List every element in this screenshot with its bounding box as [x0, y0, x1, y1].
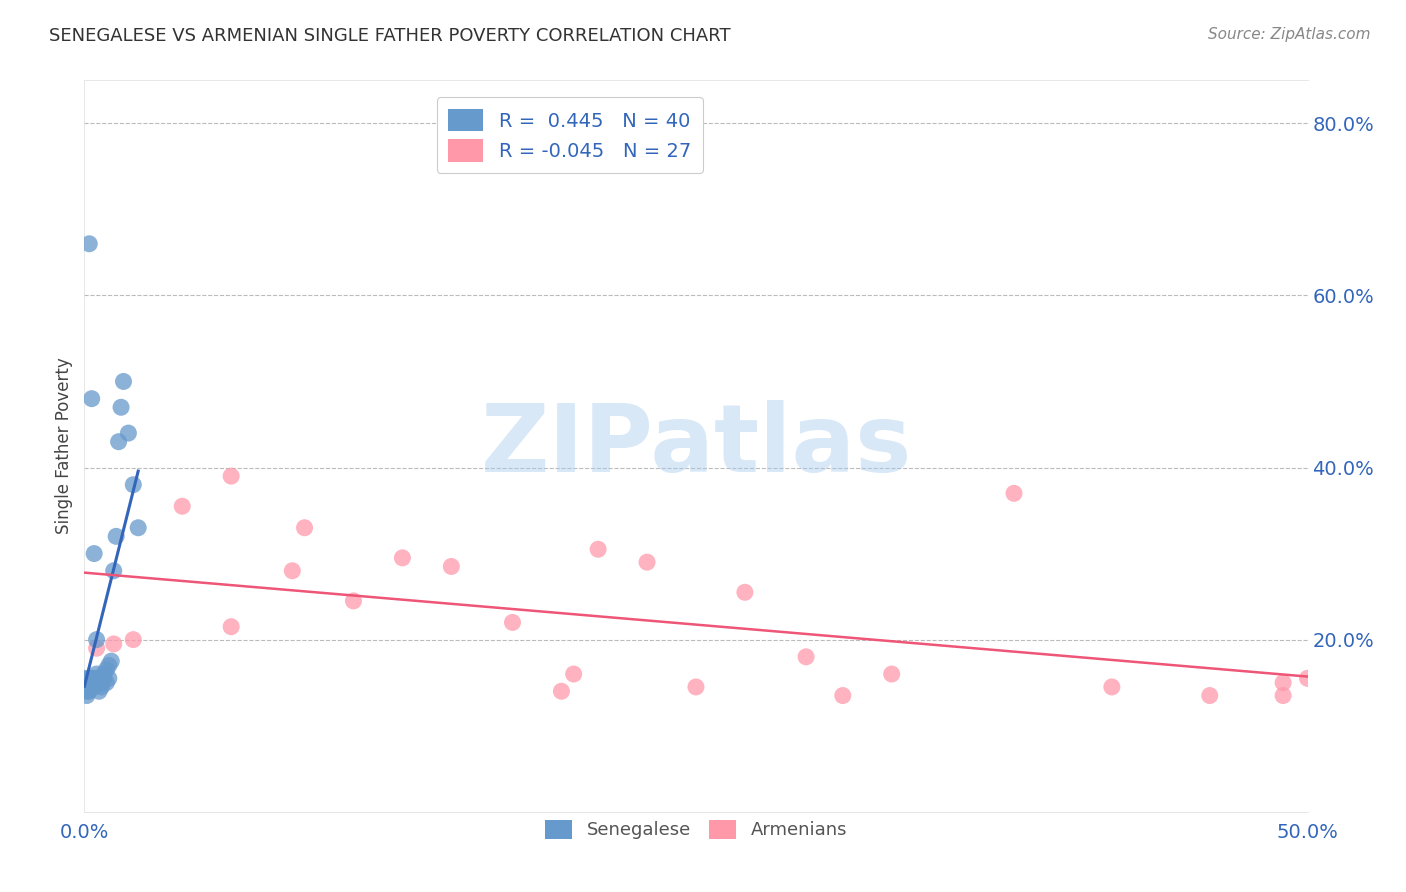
Point — [96, 663, 118, 677]
Point — [794, 649, 817, 664]
Point — [96, 675, 118, 690]
Point — [112, 375, 135, 389]
Point — [219, 469, 242, 483]
Point — [122, 632, 145, 647]
Text: ZIPatlas: ZIPatlas — [481, 400, 911, 492]
Point — [502, 615, 524, 630]
Point — [86, 671, 108, 685]
Point — [1296, 671, 1319, 685]
Point — [93, 671, 115, 685]
Point — [103, 637, 125, 651]
Point — [281, 564, 304, 578]
Point — [87, 671, 110, 685]
Point — [831, 689, 853, 703]
Point — [107, 434, 129, 449]
Point — [97, 671, 120, 685]
Point — [127, 521, 149, 535]
Point — [1272, 689, 1295, 703]
Text: Source: ZipAtlas.com: Source: ZipAtlas.com — [1208, 27, 1371, 42]
Point — [1272, 675, 1295, 690]
Point — [80, 671, 103, 685]
Point — [100, 654, 122, 668]
Point — [73, 680, 96, 694]
Y-axis label: Single Father Poverty: Single Father Poverty — [55, 358, 73, 534]
Point — [562, 667, 585, 681]
Point — [550, 684, 572, 698]
Point — [1101, 680, 1123, 694]
Point — [103, 564, 125, 578]
Point — [86, 641, 108, 656]
Point — [77, 684, 100, 698]
Point — [93, 667, 115, 681]
Point — [80, 392, 103, 406]
Point — [685, 680, 707, 694]
Point — [90, 680, 112, 694]
Point — [636, 555, 658, 569]
Point — [83, 547, 105, 561]
Point — [391, 550, 413, 565]
Point — [105, 529, 128, 543]
Point — [80, 675, 103, 690]
Point — [73, 671, 96, 685]
Point — [586, 542, 609, 557]
Point — [77, 671, 100, 685]
Point — [880, 667, 903, 681]
Point — [77, 236, 100, 251]
Point — [76, 684, 98, 698]
Point — [172, 500, 194, 514]
Point — [734, 585, 756, 599]
Point — [83, 671, 105, 685]
Point — [90, 671, 112, 685]
Point — [1198, 689, 1220, 703]
Point — [219, 620, 242, 634]
Point — [97, 658, 120, 673]
Point — [83, 680, 105, 694]
Point — [76, 689, 98, 703]
Point — [122, 477, 145, 491]
Point — [76, 680, 98, 694]
Point — [80, 680, 103, 694]
Point — [117, 426, 139, 441]
Point — [86, 632, 108, 647]
Point — [1002, 486, 1025, 500]
Point — [87, 684, 110, 698]
Point — [342, 594, 364, 608]
Legend: Senegalese, Armenians: Senegalese, Armenians — [538, 813, 853, 847]
Text: SENEGALESE VS ARMENIAN SINGLE FATHER POVERTY CORRELATION CHART: SENEGALESE VS ARMENIAN SINGLE FATHER POV… — [49, 27, 731, 45]
Point — [440, 559, 463, 574]
Point — [90, 675, 112, 690]
Point — [77, 675, 100, 690]
Point — [86, 675, 108, 690]
Point — [110, 401, 132, 415]
Point — [294, 521, 316, 535]
Point — [86, 667, 108, 681]
